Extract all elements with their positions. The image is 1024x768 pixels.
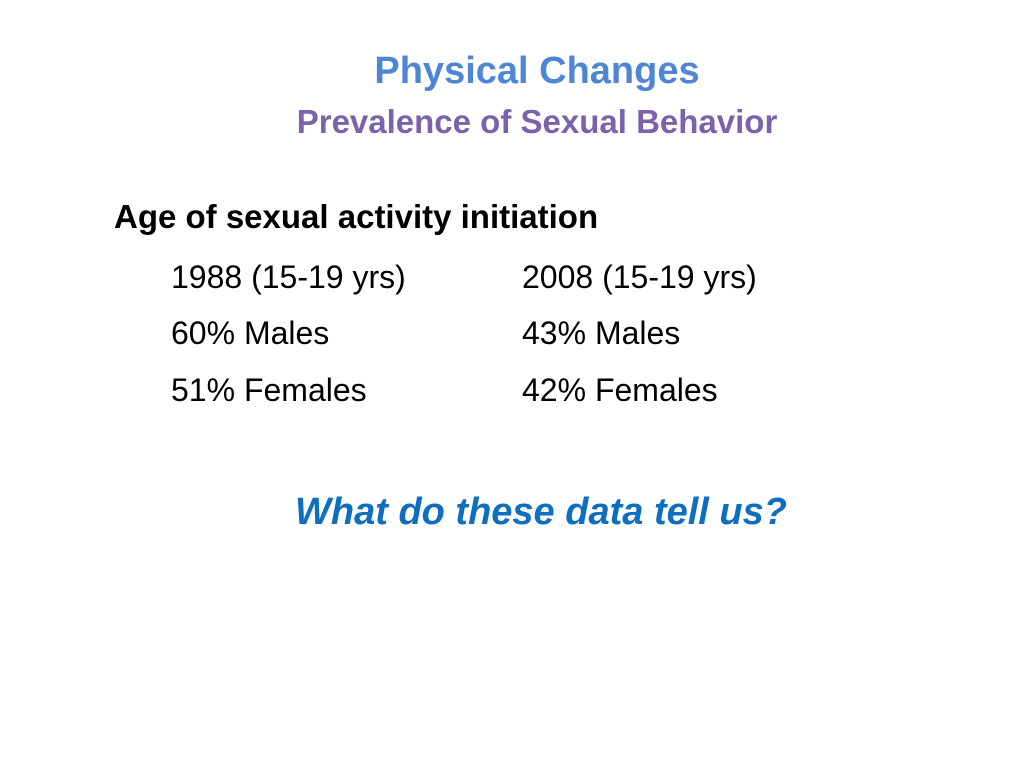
column-header-1988: 1988 (15-19 yrs): [171, 259, 406, 295]
column-header-2008: 2008 (15-19 yrs): [522, 259, 757, 295]
cell-2008-females: 42% Females: [522, 372, 718, 408]
slide-title: Physical Changes: [374, 50, 700, 92]
discussion-question: What do these data tell us?: [295, 491, 787, 533]
slide-subtitle: Prevalence of Sexual Behavior: [296, 103, 778, 140]
section-heading: Age of sexual activity initiation: [114, 198, 599, 235]
cell-2008-males: 43% Males: [522, 315, 681, 351]
cell-1988-females: 51% Females: [171, 372, 367, 408]
cell-1988-males: 60% Males: [171, 315, 330, 351]
